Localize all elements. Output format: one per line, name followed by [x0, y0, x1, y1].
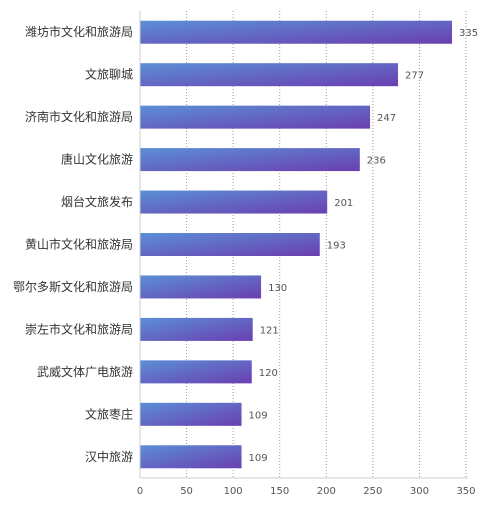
value-labels: 335 277 247 236 201 193 130 121 120 109 109	[249, 28, 479, 464]
x-tick-label: 250	[363, 486, 382, 497]
category-label: 唐山文化旅游	[61, 152, 133, 167]
bar	[140, 275, 262, 299]
category-label: 文旅枣庄	[85, 406, 133, 421]
x-tick-label: 300	[410, 486, 429, 497]
bar	[140, 445, 242, 469]
x-tick-label: 50	[180, 486, 193, 497]
data-label: 236	[367, 156, 386, 167]
x-tick-label: 100	[224, 486, 243, 497]
bar	[140, 148, 360, 172]
category-label: 鄂尔多斯文化和旅游局	[13, 279, 133, 294]
x-tick-label: 200	[317, 486, 336, 497]
x-tick-label: 150	[270, 486, 289, 497]
bar	[140, 317, 253, 341]
x-tick-label: 350	[456, 486, 475, 497]
bar	[140, 402, 242, 426]
data-label: 201	[334, 198, 353, 209]
x-tick-label: 0	[137, 486, 143, 497]
data-label: 109	[249, 410, 268, 421]
bar	[140, 190, 328, 214]
data-label: 121	[260, 325, 279, 336]
category-label: 黄山市文化和旅游局	[25, 237, 133, 252]
data-label: 130	[268, 283, 287, 294]
category-label: 汉中旅游	[85, 449, 133, 464]
data-label: 120	[259, 368, 278, 379]
data-label: 247	[377, 113, 396, 124]
category-labels: 潍坊市文化和旅游局文旅聊城济南市文化和旅游局唐山文化旅游烟台文旅发布黄山市文化和…	[13, 24, 133, 464]
data-label: 277	[405, 71, 424, 82]
category-label: 潍坊市文化和旅游局	[25, 24, 133, 39]
bars	[140, 20, 453, 469]
bar	[140, 360, 252, 384]
data-label: 335	[459, 28, 478, 39]
category-label: 武威文体广电旅游	[37, 364, 133, 379]
category-label: 济南市文化和旅游局	[25, 109, 133, 124]
bar	[140, 63, 398, 87]
category-label: 文旅聊城	[85, 67, 133, 82]
bar	[140, 233, 320, 256]
bar	[140, 105, 371, 129]
category-label: 崇左市文化和旅游局	[25, 321, 133, 336]
data-label: 193	[327, 241, 346, 252]
bar	[140, 20, 453, 44]
x-axis: 0 50 100 150 200 250 300 350	[137, 11, 476, 497]
category-label: 烟台文旅发布	[61, 194, 133, 209]
data-label: 109	[249, 453, 268, 464]
